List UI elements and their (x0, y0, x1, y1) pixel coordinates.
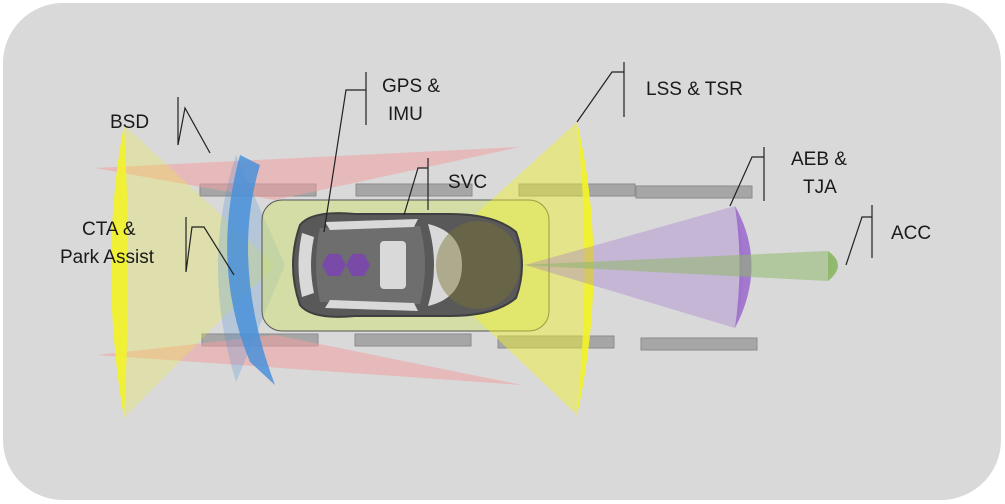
rear-zone-edge (111, 125, 128, 418)
rear-zone (111, 125, 275, 418)
acc-zone (520, 251, 835, 281)
bsd-callout-line (177, 97, 211, 154)
svc-callout-line (403, 158, 429, 216)
lane-marking (640, 337, 758, 351)
lane-marking (635, 185, 753, 199)
label-acc: ACC (891, 223, 932, 244)
lane-marking (355, 183, 473, 197)
windshield (428, 224, 462, 306)
cta-zone-edge (227, 155, 275, 385)
gps-hexagon (322, 254, 346, 276)
label-svc: SVC (448, 172, 488, 193)
side-window-top (325, 219, 418, 230)
lane-marking (354, 333, 472, 347)
acc-callout-line (845, 205, 873, 266)
gps-callout-line (323, 72, 367, 233)
front-sensor-shadow (436, 221, 520, 309)
label-cta: CTA & (82, 219, 136, 240)
acc-zone-edge (828, 251, 838, 281)
label-bsd: BSD (110, 112, 150, 133)
sunroof (380, 241, 406, 289)
callout-lines (177, 62, 873, 276)
rear-window (298, 233, 314, 297)
imu-hexagon (346, 254, 370, 276)
label-aeb: AEB & (791, 149, 847, 170)
cta-callout-line (185, 217, 235, 276)
bsd-zone-upper (95, 147, 520, 200)
label-imu: IMU (388, 104, 423, 125)
label-tja: TJA (803, 177, 837, 198)
lss-callout-line (576, 62, 625, 123)
aeb-callout-line (729, 147, 765, 207)
lane-marking (518, 183, 636, 197)
bsd-zone-lower (97, 335, 522, 385)
side-window-bottom (325, 300, 418, 311)
label-park-assist: Park Assist (60, 247, 154, 268)
label-gps: GPS & (382, 76, 441, 97)
label-lss-tsr: LSS & TSR (646, 79, 743, 100)
car-top-view (292, 212, 523, 318)
front-zone-edge (577, 122, 594, 415)
